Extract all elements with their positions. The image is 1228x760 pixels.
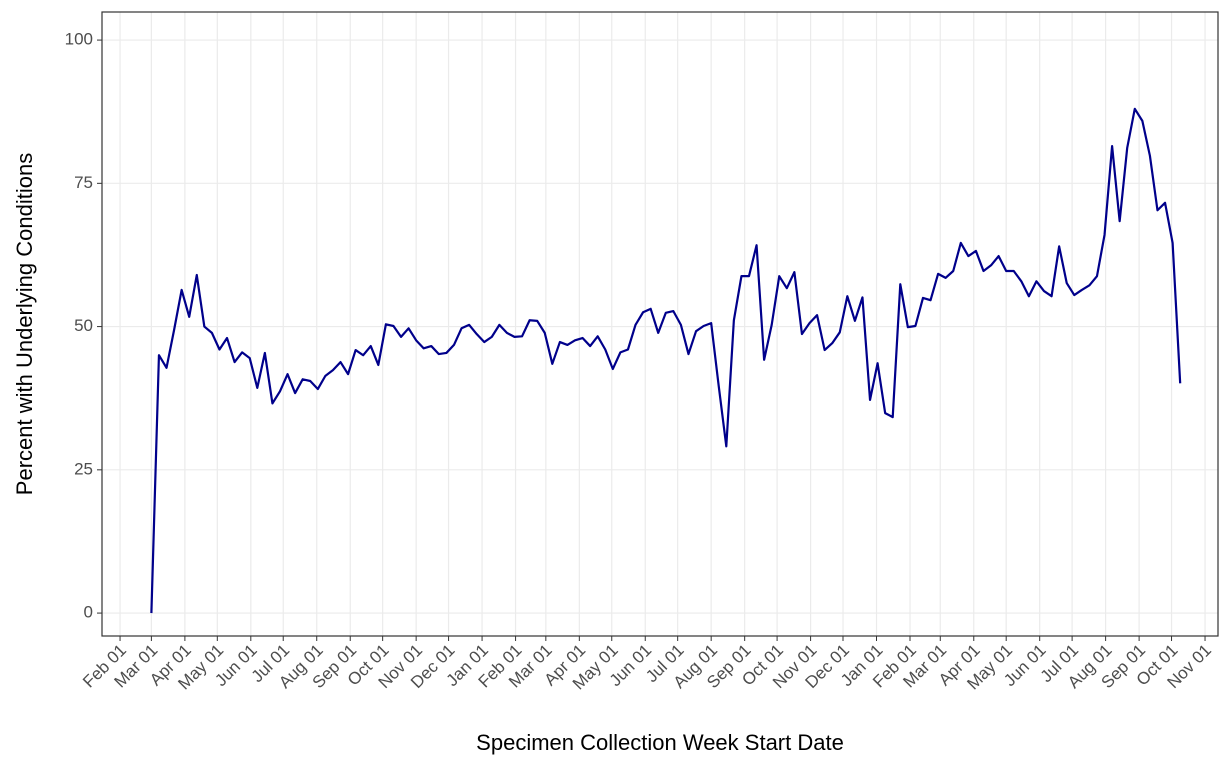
x-axis-title: Specimen Collection Week Start Date [476, 730, 844, 755]
panel-border [101, 11, 1219, 637]
y-tick-label: 75 [74, 173, 93, 192]
y-tick-label: 100 [65, 30, 93, 49]
y-axis-title: Percent with Underlying Conditions [12, 153, 37, 495]
y-tick-label: 25 [74, 459, 93, 478]
y-tick-label: 50 [74, 316, 93, 335]
y-tick-label: 0 [84, 603, 93, 622]
data-line [150, 107, 1182, 614]
